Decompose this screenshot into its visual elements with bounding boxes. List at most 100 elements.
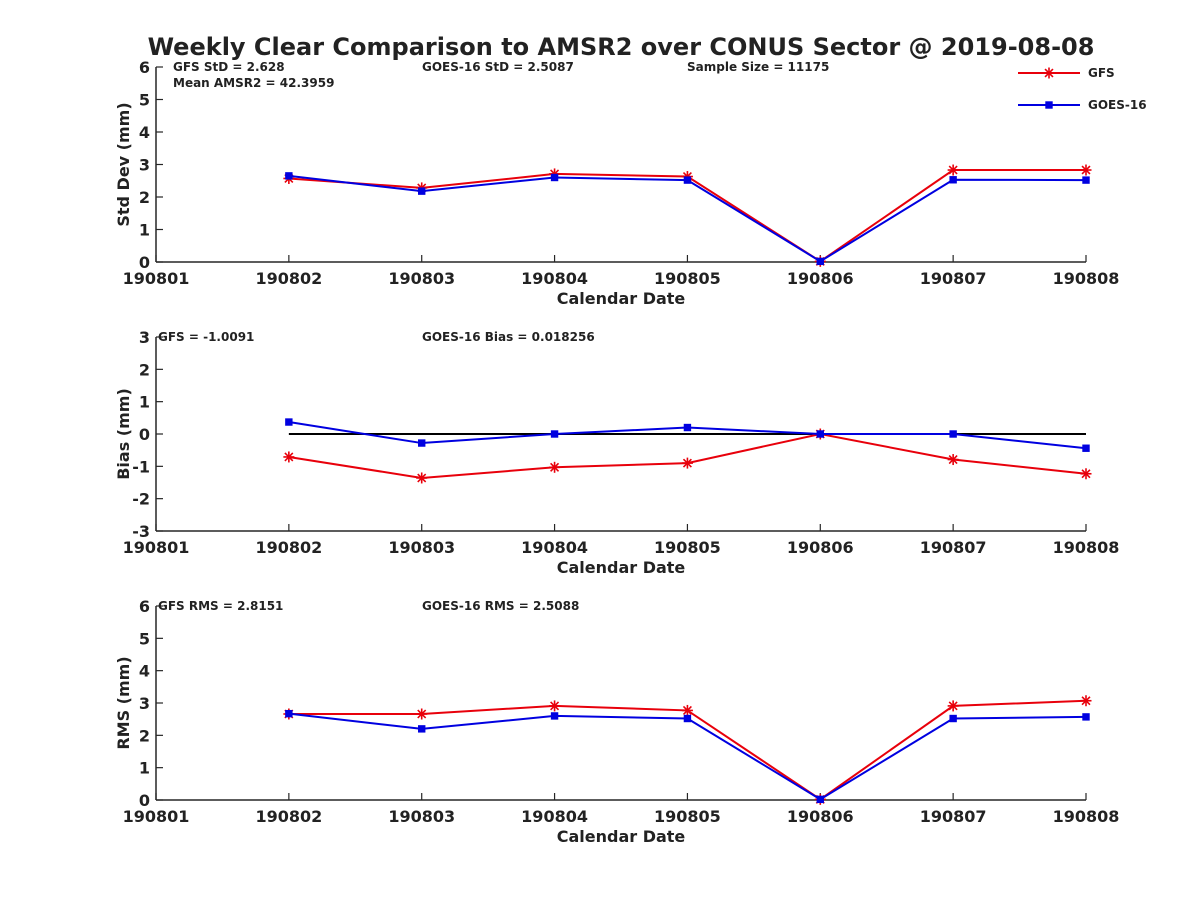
x-tick-label: 190804	[521, 269, 588, 288]
series-goes-16-point-square	[285, 709, 293, 718]
series-gfs-point-stroke	[417, 473, 427, 483]
series-goes-16-point-square	[285, 418, 293, 426]
series-goes-16-point	[1082, 176, 1090, 184]
series-goes-16-point-square	[550, 430, 559, 438]
y-axis-label: Bias (mm)	[114, 388, 133, 480]
y-tick-label: 4	[139, 662, 150, 681]
series-gfs-point	[1080, 695, 1092, 707]
y-axis-label: RMS (mm)	[114, 656, 133, 749]
series-gfs-point	[681, 457, 693, 469]
series-goes-16-point	[418, 439, 426, 447]
panel-1: 0 1 2 3 4 5 6 190801 190802 190803 190804 190805 190…	[114, 58, 1119, 308]
x-tick-label: 190804	[521, 538, 588, 557]
series-goes-16-point-square	[1082, 713, 1090, 721]
y-tick-label: 1	[139, 393, 150, 412]
y-tick-label: 0	[139, 791, 150, 810]
series-goes-16-point	[1082, 444, 1090, 452]
chart-title: Weekly Clear Comparison to AMSR2 over CO…	[148, 33, 1095, 61]
series-gfs-point-stroke	[682, 458, 692, 468]
series-goes-16-point-square	[949, 714, 957, 723]
x-tick-label: 190801	[123, 538, 190, 557]
series-gfs-point	[549, 700, 561, 712]
series-goes-16-point	[418, 725, 426, 733]
y-tick-label: 0	[139, 253, 150, 272]
series-gfs-point-stroke	[1081, 165, 1091, 175]
series-goes-16-point	[683, 423, 692, 432]
y-tick-label: 3	[139, 694, 150, 713]
x-tick-label: 190808	[1053, 538, 1120, 557]
y-tick-label: 1	[139, 759, 150, 778]
series-gfs-point-stroke	[417, 709, 427, 719]
y-tick-label: 1	[139, 221, 150, 240]
series-gfs-point-stroke	[682, 705, 692, 715]
panel-3: 0 1 2 3 4 5 6 190801 190802 190803 190804 190805 190…	[114, 597, 1119, 846]
series-gfs-point	[947, 454, 959, 466]
x-tick-label: 190803	[388, 538, 455, 557]
series-goes-16-point-square	[683, 714, 692, 723]
x-tick-label: 190807	[920, 538, 987, 557]
series-goes-16-point	[816, 257, 824, 266]
y-axis-label: Std Dev (mm)	[114, 102, 133, 226]
x-tick-label: 190806	[787, 269, 854, 288]
legend-goes-marker-shape-square	[1045, 101, 1053, 109]
x-axis-label: Calendar Date	[557, 558, 686, 577]
series-gfs-point-stroke	[1081, 696, 1091, 706]
annotation: Mean AMSR2 = 42.3959	[173, 76, 334, 90]
x-tick-label: 190801	[123, 269, 190, 288]
y-tick-label: 2	[139, 726, 150, 745]
series-goes-16-point-square	[418, 725, 426, 733]
x-tick-label: 190803	[388, 269, 455, 288]
series-gfs-point	[1080, 468, 1092, 480]
series-goes-16-point-square	[816, 257, 824, 266]
legend-gfs-marker-shape-stroke	[1044, 68, 1054, 78]
panel-2: -3 -2 -1 0 1 2 3 190801 190802 190803 190804 190805…	[114, 328, 1119, 577]
series-goes-16-point-square	[816, 430, 824, 438]
annotation: GOES-16 Bias = 0.018256	[422, 330, 595, 344]
series-goes-16-point-square	[550, 173, 559, 182]
x-axis-label: Calendar Date	[557, 289, 686, 308]
annotation: GFS RMS = 2.8151	[158, 599, 283, 613]
y-tick-label: 2	[139, 188, 150, 207]
y-tick-label: -2	[132, 490, 150, 509]
series-gfs-point	[549, 461, 561, 473]
series-gfs-point-stroke	[550, 701, 560, 711]
annotation: GOES-16 RMS = 2.5088	[422, 599, 579, 613]
series-goes-16-point-square	[1082, 176, 1090, 184]
series-goes-16-point	[683, 176, 692, 184]
series-goes-16-point	[550, 712, 559, 720]
annotation: GFS = -1.0091	[158, 330, 254, 344]
series-goes-16-point	[550, 430, 559, 438]
series-gfs-point-stroke	[284, 452, 294, 462]
series-goes-16-point	[816, 795, 824, 804]
x-tick-label: 190806	[787, 807, 854, 826]
x-tick-label: 190802	[255, 538, 322, 557]
y-tick-label: 6	[139, 597, 150, 616]
x-tick-label: 190805	[654, 807, 721, 826]
series-goes-16-point	[683, 714, 692, 723]
series-goes-16-point	[816, 430, 824, 438]
legend-goes-label: GOES-16	[1088, 98, 1147, 112]
series-goes-16-point-square	[550, 712, 559, 720]
x-tick-label: 190808	[1053, 269, 1120, 288]
x-tick-label: 190804	[521, 807, 588, 826]
x-tick-label: 190802	[255, 269, 322, 288]
legend-gfs-marker-shape	[1043, 67, 1055, 79]
y-tick-label: 2	[139, 360, 150, 379]
series-gfs-point-stroke	[550, 462, 560, 472]
series-gfs-point	[1080, 164, 1092, 176]
series-gfs-point-stroke	[948, 165, 958, 175]
series-gfs-point-stroke	[948, 701, 958, 711]
series-gfs-point	[416, 472, 428, 484]
series-goes-16-point-square	[418, 439, 426, 447]
x-tick-label: 190807	[920, 807, 987, 826]
series-gfs-point	[681, 704, 693, 716]
series-goes-16-point-square	[949, 430, 957, 438]
series-gfs-point	[947, 700, 959, 712]
x-tick-label: 190805	[654, 538, 721, 557]
y-tick-label: 4	[139, 123, 150, 142]
x-tick-label: 190803	[388, 807, 455, 826]
series-goes-16-point-square	[683, 423, 692, 432]
x-tick-label: 190807	[920, 269, 987, 288]
series-goes-16-point	[550, 173, 559, 182]
